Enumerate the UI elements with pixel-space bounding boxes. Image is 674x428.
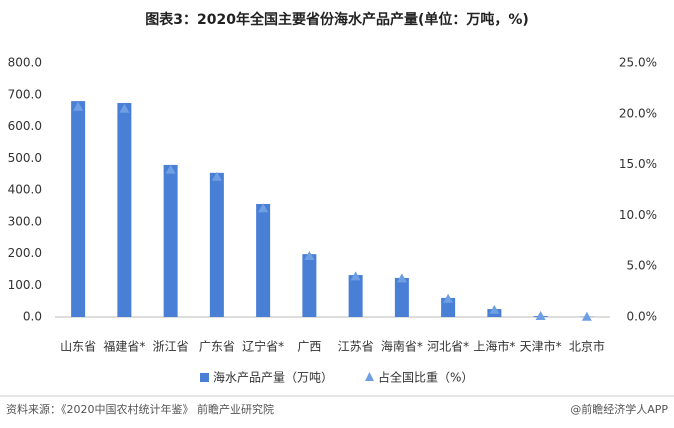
x-tick-label: 广西 [297,340,321,354]
bar [302,254,317,317]
triangle-marker [165,164,176,174]
bar [256,203,271,317]
triangle-marker [73,101,84,111]
triangle-marker [350,271,361,281]
triangle-marker [581,311,592,321]
bar [441,297,456,317]
y-tick-label: 500.0 [8,151,42,165]
bar [348,275,363,317]
x-tick-label: 广东省 [199,340,235,354]
triangle-marker [304,251,315,261]
legend-swatch [365,372,374,381]
y-tick-label: 800.0 [8,56,42,70]
x-tick-label: 北京市 [569,339,605,354]
source: 资料来源：《2020中国农村统计年鉴》 前瞻产业研究院 [6,402,274,416]
x-tick-label: 天津市* [520,339,562,354]
bar [71,101,86,317]
y2-tick-label: 15.0% [619,157,657,171]
bar [163,164,178,317]
bar [209,172,224,317]
triangle-marker [535,310,546,320]
legend-label: 海水产品产量（万吨） [213,370,333,385]
triangle-marker [396,273,407,283]
triangle-marker [443,293,454,303]
x-tick-label: 江苏省 [338,340,374,354]
y2-tick-label: 20.0% [619,106,657,120]
bar [117,103,132,317]
legend-swatch [200,373,209,382]
triangle-marker [211,171,222,181]
y-tick-label: 600.0 [8,119,42,133]
footer: @前瞻经济学人APP [570,402,668,416]
x-tick-label: 河北省* [427,340,469,354]
triangle-marker [258,203,269,213]
triangle-marker [489,304,500,314]
x-tick-label: 海南省* [381,339,423,354]
y2-tick-label: 5.0% [627,259,658,273]
triangle-marker [119,103,130,113]
x-tick-label: 山东省 [60,340,96,354]
legend-label: 占全国比重（%） [378,370,473,385]
chart-title: 图表3：2020年全国主要省份海水产品产量(单位：万吨，%) [145,11,529,28]
y2-tick-label: 25.0% [619,56,657,70]
y-tick-label: 0.0 [23,310,42,324]
y-tick-label: 100.0 [8,278,42,292]
x-tick-label: 辽宁省* [242,339,284,354]
y-tick-label: 200.0 [8,246,42,260]
y-tick-label: 400.0 [8,183,42,197]
x-tick-label: 上海市* [473,339,515,354]
y2-tick-label: 0.0% [627,310,658,324]
y2-tick-label: 10.0% [619,208,657,222]
y-tick-label: 700.0 [8,87,42,101]
x-tick-label: 福建省* [103,339,145,354]
bar [394,277,409,317]
x-tick-label: 浙江省 [153,340,189,354]
y-tick-label: 300.0 [8,214,42,228]
